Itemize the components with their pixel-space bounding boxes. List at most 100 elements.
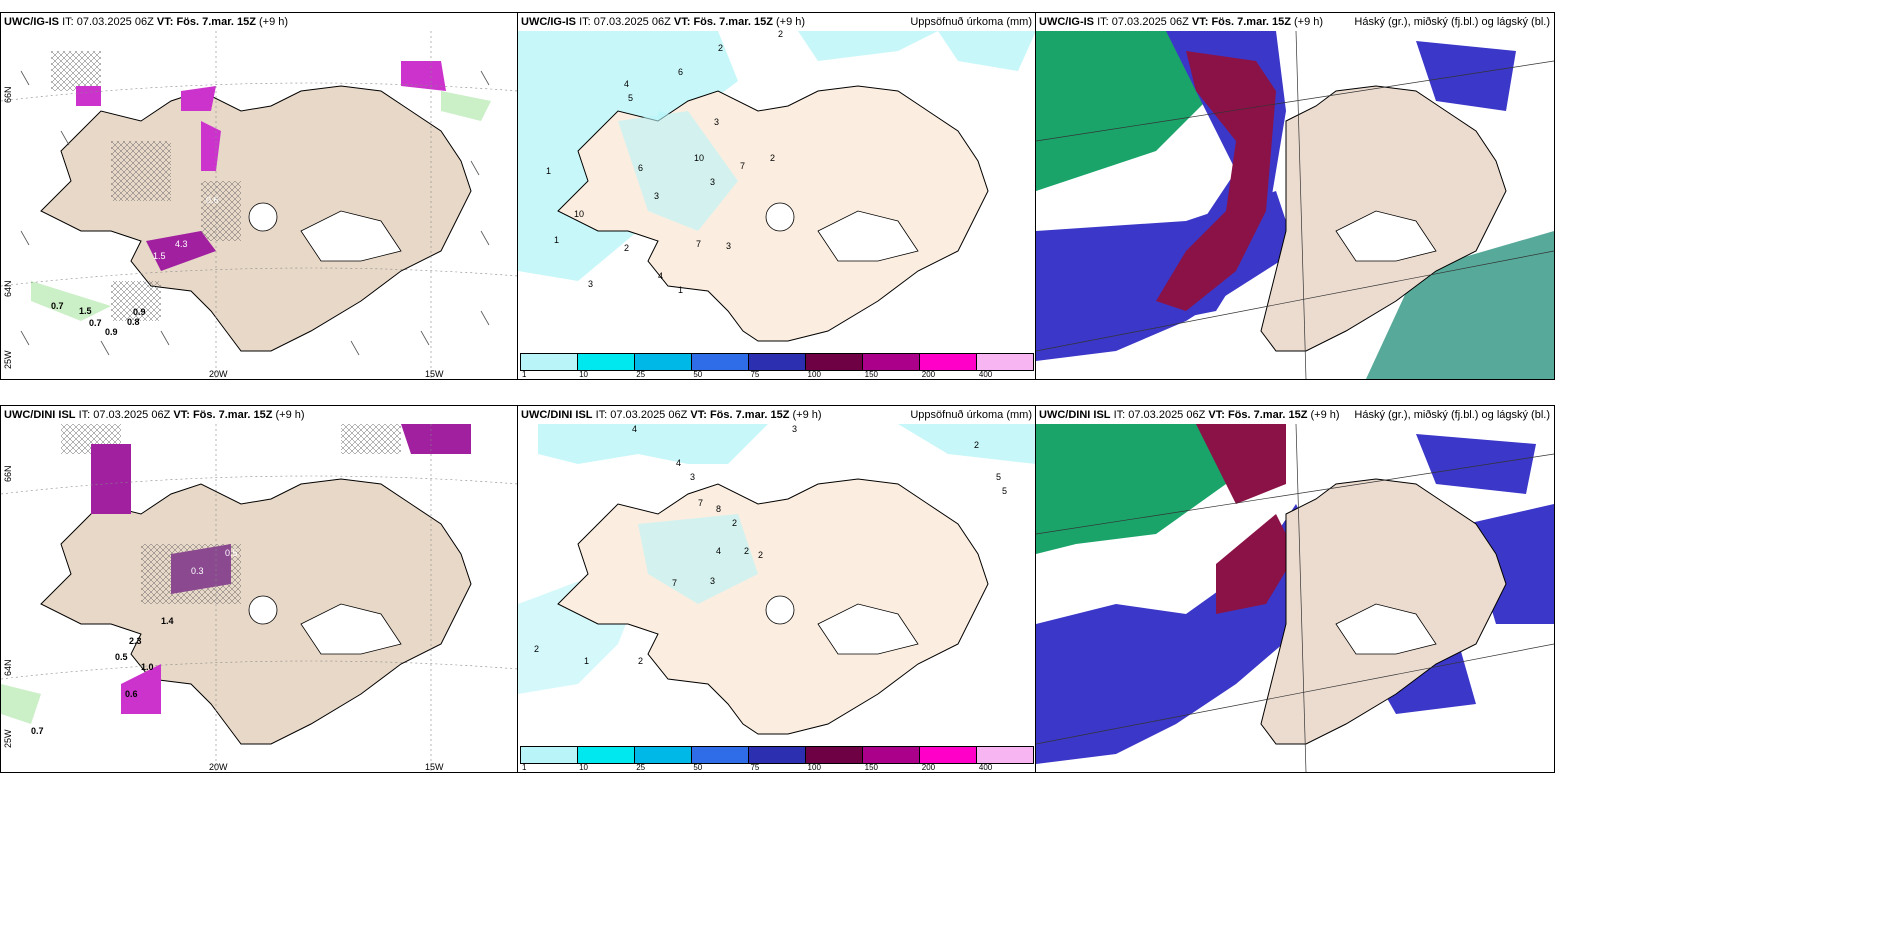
value-label: 0.7 <box>31 726 44 736</box>
value-label: 0.5 <box>115 652 128 662</box>
value-label: 7 <box>740 161 746 171</box>
value-label: 4 <box>632 424 638 434</box>
value-label: 7 <box>696 239 702 249</box>
lat-label: 66N <box>3 86 13 103</box>
lat-label: 25W <box>3 729 13 748</box>
lat-label: 66N <box>3 465 13 482</box>
colorbar-tick: 200 <box>921 763 936 772</box>
value-label: 3 <box>726 241 732 251</box>
value-label: 1 <box>584 656 590 666</box>
colorbar-tick: 50 <box>693 370 703 379</box>
colorbar-swatch <box>692 747 749 763</box>
map-icing <box>1 424 518 772</box>
lon-label: 15W <box>425 762 444 772</box>
panel-header: UWC/IG-IS IT: 07.03.2025 06Z VT: Fös. 7.… <box>1036 13 1554 31</box>
panel-header: UWC/DINI ISL IT: 07.03.2025 06Z VT: Fös.… <box>518 406 1036 424</box>
colorbar-tick: 400 <box>978 370 993 379</box>
panel-header: UWC/DINI ISL IT: 07.03.2025 06Z VT: Fös.… <box>4 409 305 421</box>
colorbar-tick: 50 <box>693 763 703 772</box>
value-label: 10 <box>694 153 705 163</box>
colorbar-swatch <box>977 354 1033 370</box>
value-label: 0.9 <box>105 327 118 337</box>
value-label: 2 <box>534 644 540 654</box>
value-label: 4 <box>676 458 682 468</box>
panel-header: UWC/IG-IS IT: 07.03.2025 06Z VT: Fös. 7.… <box>4 16 289 28</box>
colorbar-swatch <box>920 747 977 763</box>
colorbar-swatch <box>578 354 635 370</box>
map-precip <box>518 424 1036 744</box>
map-precip <box>518 31 1036 351</box>
value-label: 3 <box>654 191 660 201</box>
value-label: 2 <box>758 550 764 560</box>
precip-title: Uppsöfnuð úrkoma (mm) <box>910 16 1032 28</box>
value-label: 2 <box>974 440 980 450</box>
map-clouds <box>1036 424 1554 772</box>
colorbar-swatch <box>863 747 920 763</box>
cloud-title: Háský (gr.), miðský (fj.bl.) og lágský (… <box>1354 409 1550 421</box>
value-label: 2 <box>770 153 776 163</box>
value-label: 0.7 <box>89 318 102 328</box>
lat-label: 64N <box>3 280 13 297</box>
value-label: 3 <box>710 576 716 586</box>
colorbar-swatch <box>749 354 806 370</box>
value-label: 1 <box>678 285 684 295</box>
value-label: 8 <box>716 504 722 514</box>
value-label: 0.6 <box>125 689 138 699</box>
colorbar-tick: 10 <box>579 370 589 379</box>
value-label: 5 <box>996 472 1002 482</box>
value-label: 3 <box>792 424 798 434</box>
value-label: 0.3 <box>191 566 204 576</box>
lon-label: 15W <box>425 369 444 379</box>
colorbar-swatch <box>521 354 578 370</box>
value-label: 0.8 <box>127 317 140 327</box>
map-clouds <box>1036 31 1554 379</box>
colorbar-swatch <box>578 747 635 763</box>
panel-header: UWC/IG-IS IT: 07.03.2025 06Z VT: Fös. 7.… <box>518 13 1036 31</box>
colorbar-swatch <box>521 747 578 763</box>
value-label: 6 <box>678 67 684 77</box>
colorbar-swatch <box>977 747 1033 763</box>
value-label: 0.5 <box>225 548 238 558</box>
colorbar-tick: 10 <box>579 763 589 772</box>
value-label: 1 <box>554 235 560 245</box>
lon-label: 20W <box>209 762 228 772</box>
value-label: 0.7 <box>51 301 64 311</box>
lat-label: 64N <box>3 659 13 676</box>
value-label: 4.3 <box>175 239 188 249</box>
cloud-title: Háský (gr.), miðský (fj.bl.) og lágský (… <box>1354 16 1550 28</box>
colorbar: 1 10 25 50 75 100 150 200 400 <box>518 351 1036 379</box>
panel-header: UWC/DINI ISL IT: 07.03.2025 06Z VT: Fös.… <box>1036 406 1554 424</box>
value-label: 4 <box>716 546 722 556</box>
panel-icing-ig-is: UWC/IG-IS IT: 07.03.2025 06Z VT: Fös. 7.… <box>0 12 519 380</box>
lon-label: 20W <box>209 369 228 379</box>
colorbar-swatch <box>863 354 920 370</box>
value-label: 2 <box>778 29 784 39</box>
value-label: 3 <box>714 117 720 127</box>
colorbar-tick: 25 <box>636 763 646 772</box>
colorbar: 1 10 25 50 75 100 150 200 400 <box>518 744 1036 772</box>
value-label: 10 <box>574 209 585 219</box>
colorbar-tick: 1 <box>522 370 527 379</box>
value-label: 2 <box>624 243 630 253</box>
colorbar-tick: 75 <box>750 763 760 772</box>
value-label: 5 <box>1002 486 1008 496</box>
value-label: 5 <box>628 93 634 103</box>
colorbar-swatch <box>806 354 863 370</box>
value-label: 3 <box>588 279 594 289</box>
value-label: 4 <box>624 79 630 89</box>
colorbar-tick: 100 <box>807 763 821 772</box>
value-label: 3 <box>710 177 716 187</box>
lat-label: 25W <box>3 350 13 369</box>
value-label: 1 <box>546 166 552 176</box>
colorbar-tick: 150 <box>864 763 879 772</box>
map-icing <box>1 31 518 379</box>
panel-clouds-ig-is: UWC/IG-IS IT: 07.03.2025 06Z VT: Fös. 7.… <box>1035 12 1555 380</box>
colorbar-tick: 200 <box>921 370 936 379</box>
value-label: 0.5 <box>135 492 148 502</box>
colorbar-swatch <box>635 747 692 763</box>
colorbar-tick: 150 <box>864 370 879 379</box>
panel-precip-dini: UWC/DINI ISL IT: 07.03.2025 06Z VT: Fös.… <box>517 405 1037 773</box>
value-label: 1.5 <box>79 306 92 316</box>
colorbar-tick: 100 <box>807 370 821 379</box>
value-label: 7 <box>672 578 678 588</box>
